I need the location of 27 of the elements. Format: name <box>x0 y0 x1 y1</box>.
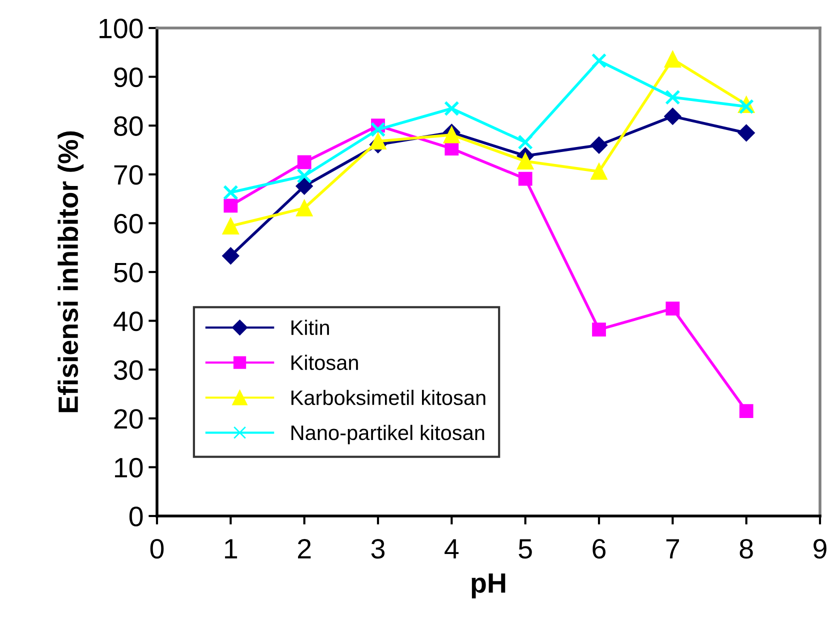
legend-label: Nano-partikel kitosan <box>291 424 484 444</box>
x-tick-label: 1 <box>225 539 238 558</box>
y-tick-label: 90 <box>114 67 143 88</box>
y-tick-label: 30 <box>114 360 143 380</box>
x-tick-label: 3 <box>371 538 385 559</box>
y-axis-title: Efisiensi inhibitor (%) <box>58 131 84 412</box>
x-tick-label: 9 <box>814 538 826 559</box>
x-tick-label: 8 <box>740 538 753 559</box>
y-tick-label: 20 <box>114 409 143 429</box>
y-tick-label: 10 <box>115 458 143 478</box>
y-tick-label: 70 <box>114 165 143 185</box>
x-tick-label: 5 <box>518 539 532 559</box>
x-axis-title: pH <box>472 573 506 598</box>
y-tick-label: 0 <box>129 506 143 526</box>
legend-label: Kitin <box>291 320 329 335</box>
y-tick-label: 100 <box>100 18 143 38</box>
x-tick-label: 4 <box>444 539 459 558</box>
x-tick-label: 0 <box>150 538 164 559</box>
legend-label: Karboksimetil kitosan <box>291 390 486 406</box>
y-tick-label: 50 <box>114 262 143 282</box>
legend-label: Kitosan <box>291 354 358 370</box>
x-tick-label: 2 <box>298 538 311 558</box>
y-tick-label: 60 <box>114 214 143 234</box>
y-tick-label: 40 <box>114 311 143 332</box>
y-tick-label: 80 <box>114 116 143 136</box>
x-tick-label: 6 <box>592 538 606 559</box>
x-tick-label: 7 <box>666 539 679 558</box>
